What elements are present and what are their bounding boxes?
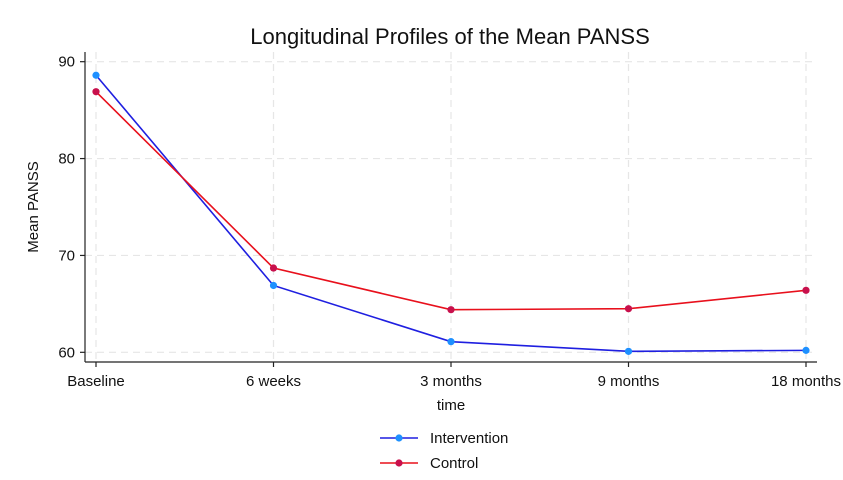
- y-ticks: 60 70 80 90: [58, 54, 85, 361]
- y-tick-label: 60: [58, 344, 75, 361]
- x-tick-label: 9 months: [598, 373, 660, 390]
- y-axis-label: Mean PANSS: [25, 161, 42, 252]
- x-tick-label: Baseline: [67, 373, 125, 390]
- series-intervention: [92, 71, 810, 355]
- data-point: [269, 281, 278, 290]
- data-point: [802, 346, 810, 354]
- series-control: [92, 88, 810, 314]
- x-tick-label: 18 months: [771, 373, 841, 390]
- y-tick-label: 90: [58, 54, 75, 71]
- chart-title: Longitudinal Profiles of the Mean PANSS: [250, 24, 650, 49]
- data-point: [802, 286, 810, 294]
- legend-item-control: Control: [380, 455, 478, 472]
- data-point: [447, 338, 455, 346]
- data-point: [624, 347, 633, 355]
- x-tick-label: 3 months: [420, 373, 482, 390]
- legend-item-intervention: Intervention: [380, 430, 508, 447]
- series: [92, 71, 810, 355]
- data-point: [92, 71, 100, 79]
- x-tick-label: 6 weeks: [246, 373, 301, 390]
- data-point: [624, 305, 633, 313]
- grid: [85, 52, 817, 362]
- legend-marker: [395, 459, 403, 467]
- y-tick-label: 80: [58, 151, 75, 168]
- x-ticks: Baseline 6 weeks 3 months 9 months 18 months: [67, 362, 841, 390]
- data-point: [447, 306, 455, 314]
- data-point: [269, 264, 278, 272]
- legend-label: Control: [430, 455, 478, 472]
- x-axis-label: time: [437, 397, 465, 414]
- legend-marker: [395, 434, 403, 442]
- data-point: [92, 88, 100, 96]
- legend: Intervention Control: [380, 430, 508, 472]
- legend-label: Intervention: [430, 430, 508, 447]
- y-tick-label: 70: [58, 247, 75, 264]
